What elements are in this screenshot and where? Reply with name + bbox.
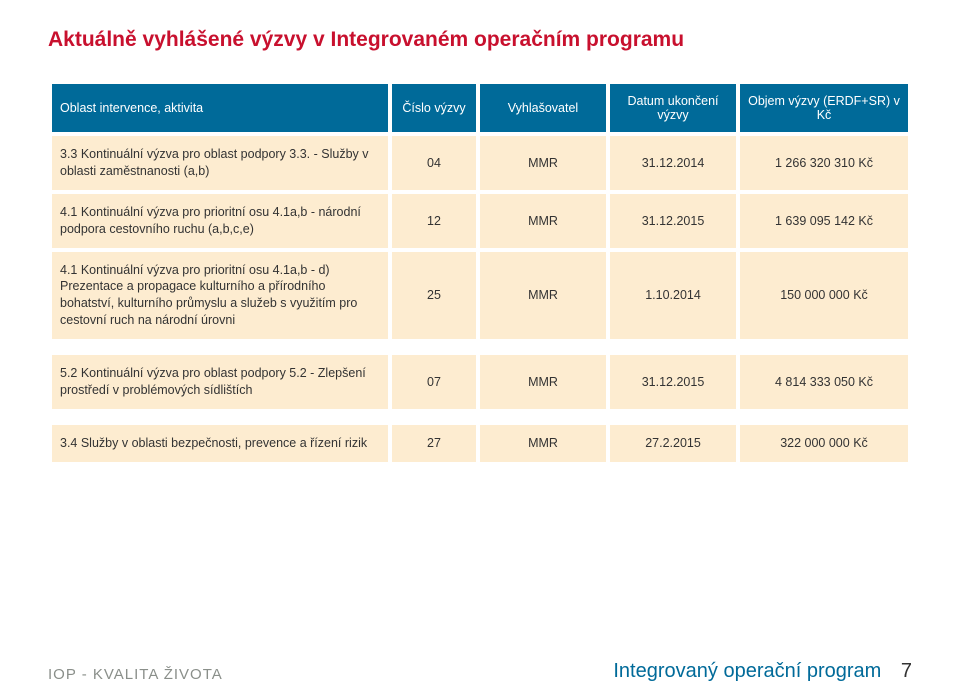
cell-number: 04 <box>392 136 476 190</box>
col-header-activity: Oblast intervence, aktivita <box>52 84 388 132</box>
table-row: 4.1 Kontinuální výzva pro prioritní osu … <box>52 252 908 340</box>
cell-number: 27 <box>392 425 476 462</box>
cell-publisher: MMR <box>480 136 606 190</box>
cell-enddate: 31.12.2015 <box>610 194 736 248</box>
col-header-number: Číslo výzvy <box>392 84 476 132</box>
cell-volume: 4 814 333 050 Kč <box>740 355 908 409</box>
cell-volume: 150 000 000 Kč <box>740 252 908 340</box>
calls-table: Oblast intervence, aktivita Číslo výzvy … <box>48 80 912 466</box>
cell-activity: 4.1 Kontinuální výzva pro prioritní osu … <box>52 252 388 340</box>
spacer-row <box>52 343 908 351</box>
cell-publisher: MMR <box>480 252 606 340</box>
cell-enddate: 31.12.2015 <box>610 355 736 409</box>
spacer-row <box>52 413 908 421</box>
page-number: 7 <box>901 660 912 682</box>
cell-volume: 322 000 000 Kč <box>740 425 908 462</box>
cell-activity: 3.3 Kontinuální výzva pro oblast podpory… <box>52 136 388 190</box>
cell-publisher: MMR <box>480 194 606 248</box>
cell-activity: 4.1 Kontinuální výzva pro prioritní osu … <box>52 194 388 248</box>
cell-enddate: 31.12.2014 <box>610 136 736 190</box>
footer-program: Integrovaný operační program 7 <box>613 660 912 683</box>
table-row: 4.1 Kontinuální výzva pro prioritní osu … <box>52 194 908 248</box>
page-title: Aktuálně vyhlášené výzvy v Integrovaném … <box>48 28 912 52</box>
table-row: 3.4 Služby v oblasti bezpečnosti, preven… <box>52 425 908 462</box>
cell-number: 12 <box>392 194 476 248</box>
table-row: 3.3 Kontinuální výzva pro oblast podpory… <box>52 136 908 190</box>
cell-publisher: MMR <box>480 425 606 462</box>
footer: IOP - KVALITA ŽIVOTA Integrovaný operačn… <box>48 660 912 683</box>
footer-brand: IOP - KVALITA ŽIVOTA <box>48 666 223 683</box>
cell-enddate: 27.2.2015 <box>610 425 736 462</box>
cell-number: 07 <box>392 355 476 409</box>
table-row: 5.2 Kontinuální výzva pro oblast podpory… <box>52 355 908 409</box>
col-header-volume: Objem výzvy (ERDF+SR) v Kč <box>740 84 908 132</box>
col-header-publisher: Vyhlašovatel <box>480 84 606 132</box>
cell-publisher: MMR <box>480 355 606 409</box>
cell-volume: 1 639 095 142 Kč <box>740 194 908 248</box>
footer-program-label: Integrovaný operační program <box>613 660 881 682</box>
cell-activity: 3.4 Služby v oblasti bezpečnosti, preven… <box>52 425 388 462</box>
cell-enddate: 1.10.2014 <box>610 252 736 340</box>
col-header-enddate: Datum ukončení výzvy <box>610 84 736 132</box>
table-header-row: Oblast intervence, aktivita Číslo výzvy … <box>52 84 908 132</box>
cell-volume: 1 266 320 310 Kč <box>740 136 908 190</box>
cell-number: 25 <box>392 252 476 340</box>
cell-activity: 5.2 Kontinuální výzva pro oblast podpory… <box>52 355 388 409</box>
